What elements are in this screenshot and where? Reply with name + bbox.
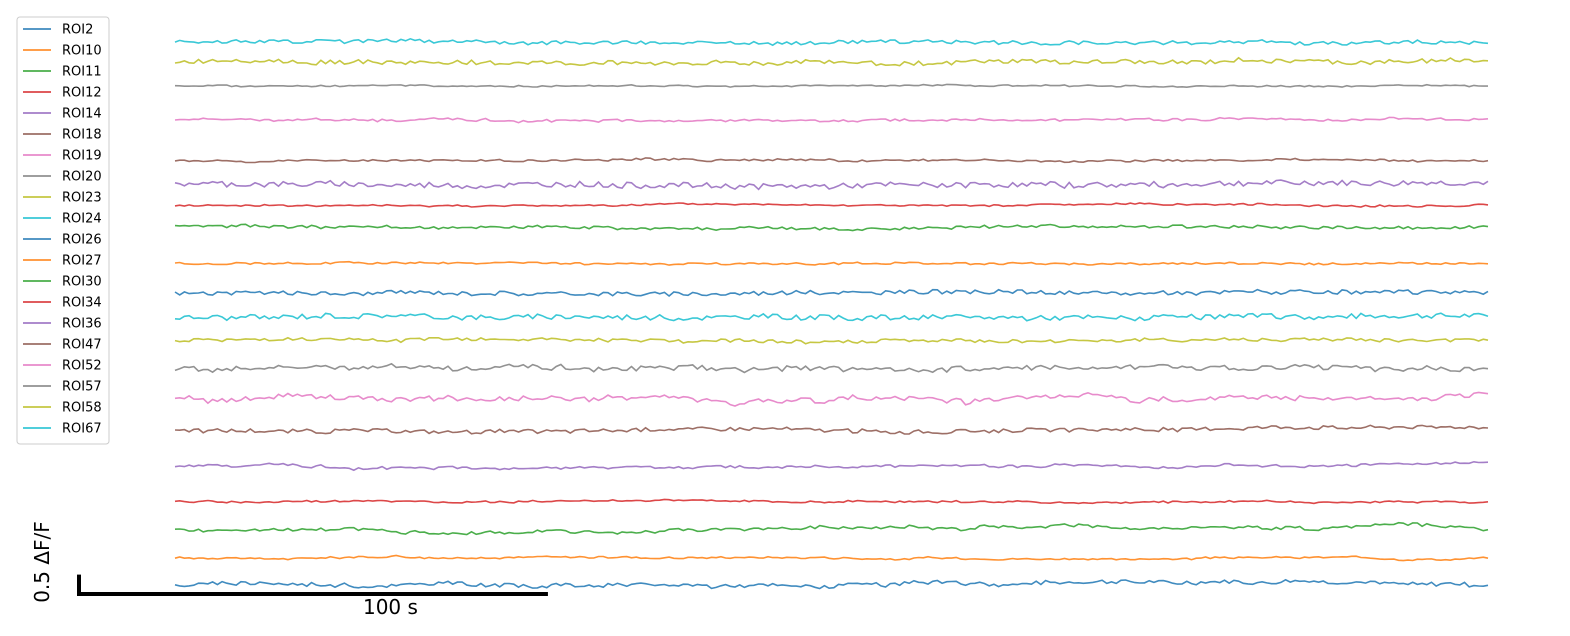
trace-roi27 (175, 262, 1488, 265)
scale-bar-x-label: 100 s (363, 595, 418, 619)
trace-roi12 (175, 499, 1488, 503)
legend-label: ROI24 (62, 212, 102, 227)
trace-roi57 (175, 84, 1488, 87)
legend-label: ROI19 (62, 149, 102, 164)
trace-roi26 (175, 290, 1488, 296)
trace-roi20 (175, 364, 1488, 373)
legend-label: ROI26 (62, 233, 102, 248)
trace-roi23 (175, 338, 1488, 344)
trace-roi2 (175, 580, 1488, 589)
trace-roi18 (175, 425, 1488, 434)
legend-label: ROI52 (62, 359, 102, 374)
legend-label: ROI67 (62, 422, 102, 437)
legend-label: ROI18 (62, 128, 102, 143)
legend-label: ROI27 (62, 254, 102, 269)
trace-roi36 (175, 180, 1488, 189)
scale-bar: 100 s 0.5 ΔF/F (30, 521, 548, 619)
trace-roi19 (175, 392, 1488, 406)
trace-roi11 (175, 523, 1488, 535)
trace-roi30 (175, 224, 1488, 230)
trace-roi58 (175, 58, 1488, 66)
legend-label: ROI30 (62, 275, 102, 290)
legend-label: ROI34 (62, 296, 102, 311)
trace-roi52 (175, 117, 1488, 122)
legend-label: ROI58 (62, 401, 102, 416)
legend-label: ROI10 (62, 44, 102, 59)
trace-roi67 (175, 39, 1488, 45)
trace-roi24 (175, 313, 1488, 321)
legend-label: ROI23 (62, 191, 102, 206)
legend-label: ROI11 (62, 65, 102, 80)
traces-layer (175, 39, 1488, 589)
trace-roi34 (175, 203, 1488, 207)
legend: ROI2 ROI10 ROI11 ROI12 ROI14 ROI18 ROI19 ROI20 R… (17, 17, 109, 444)
trace-roi14 (175, 462, 1488, 470)
legend-label: ROI14 (62, 107, 102, 122)
legend-label: ROI12 (62, 86, 102, 101)
trace-roi10 (175, 556, 1488, 561)
trace-roi47 (175, 158, 1488, 163)
legend-label: ROI20 (62, 170, 102, 185)
legend-label: ROI36 (62, 317, 102, 332)
scale-bar-y-label: 0.5 ΔF/F (30, 521, 54, 603)
legend-label: ROI47 (62, 338, 102, 353)
legend-label: ROI2 (62, 23, 93, 38)
legend-label: ROI57 (62, 380, 102, 395)
